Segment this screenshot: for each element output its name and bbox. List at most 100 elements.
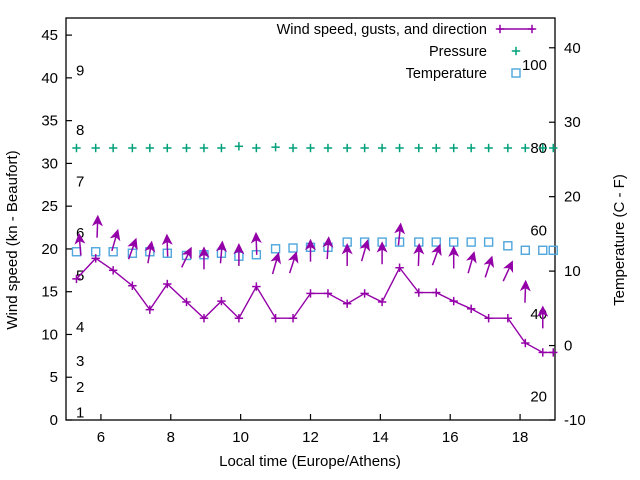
wind-direction-arrow <box>161 233 173 257</box>
wind-direction-arrow <box>215 240 227 264</box>
pressure-point <box>271 142 280 152</box>
wind-speed-point <box>414 288 423 297</box>
temperature-point <box>520 245 531 255</box>
beaufort-label: 6 <box>76 225 84 242</box>
wind-speed-point <box>108 266 118 275</box>
wind-speed-point <box>91 254 100 263</box>
right-tick-label: 40 <box>564 40 581 57</box>
temperature-point <box>503 241 513 251</box>
pressure-point <box>128 143 137 153</box>
wind-direction-arrow <box>448 245 460 269</box>
left-tick-label: 30 <box>41 155 58 172</box>
bottom-tick-label: 8 <box>167 429 175 446</box>
pressure-point <box>234 142 244 151</box>
wind-direction-arrow <box>250 231 262 255</box>
right-tick-label: -10 <box>564 412 586 429</box>
wind-speed-point <box>342 299 352 308</box>
beaufort-label: 7 <box>76 174 84 191</box>
wind-speed-point <box>449 296 458 306</box>
pressure-point <box>145 143 155 153</box>
left-tick-label: 10 <box>41 326 58 343</box>
bottom-axis-title: Local time (Europe/Athens) <box>219 453 401 470</box>
wind-speed-point <box>395 263 404 272</box>
temperature-point <box>288 243 298 253</box>
wind-speed-point <box>234 314 244 323</box>
pressure-point <box>503 143 513 153</box>
wind-speed-point <box>199 314 209 323</box>
wind-direction-arrow <box>270 252 282 275</box>
wind-speed-point <box>521 338 530 348</box>
wind-direction-arrow <box>537 305 549 329</box>
wind-speed-point <box>466 304 476 314</box>
right-tick-label: 30 <box>564 114 581 131</box>
pressure-point <box>484 143 493 153</box>
wind-direction-arrow <box>483 255 495 278</box>
right-axis-ticks: -10 0 10 20 30 40 <box>549 40 586 429</box>
beaufort-label: 2 <box>76 379 84 396</box>
left-tick-label: 20 <box>41 241 58 258</box>
bottom-tick-label: 18 <box>512 429 529 446</box>
temperature-point <box>431 237 441 247</box>
wind-speed-point <box>538 348 547 357</box>
pressure-point <box>199 143 209 153</box>
fahrenheit-label: 60 <box>530 222 547 239</box>
beaufort-label: 3 <box>76 353 84 370</box>
legend-square-sample <box>511 68 521 78</box>
wind-direction-arrow <box>91 214 103 238</box>
pressure-point <box>377 143 387 153</box>
pressure-point <box>521 143 530 153</box>
right-tick-label: 0 <box>564 338 572 355</box>
wind-direction-arrow <box>322 236 334 260</box>
wind-direction-arrow <box>466 251 477 274</box>
pressure-point <box>91 143 100 153</box>
wind-speed-point <box>128 281 137 290</box>
temperature-point <box>483 237 494 247</box>
pressure-point <box>323 143 333 153</box>
pressure-point <box>108 143 118 153</box>
bottom-tick-label: 10 <box>232 429 249 446</box>
pressure-point <box>466 143 476 153</box>
wind-direction-arrow <box>181 246 192 268</box>
pressure-point <box>538 143 547 153</box>
wind-speed-point <box>288 314 298 323</box>
beaufort-label: 5 <box>76 268 84 285</box>
left-tick-label: 0 <box>50 412 58 429</box>
wind-speed-point <box>217 296 226 306</box>
pressure-point <box>342 143 352 153</box>
left-tick-label: 40 <box>41 70 58 87</box>
legend-plus-sample <box>511 46 521 56</box>
wind-speed-point <box>484 314 493 323</box>
series-pressure <box>72 142 558 153</box>
wind-direction-arrow <box>144 240 156 264</box>
wind-speed-point <box>72 274 81 284</box>
pressure-point <box>306 143 315 153</box>
bottom-tick-label: 16 <box>442 429 459 446</box>
beaufort-label: 8 <box>76 122 84 139</box>
wind-speed-point <box>145 305 155 314</box>
wind-direction-arrow <box>74 232 86 256</box>
pressure-point <box>549 143 558 153</box>
pressure-point <box>182 143 191 153</box>
pressure-point <box>432 143 441 153</box>
pressure-point <box>449 143 458 153</box>
bottom-axis-ticks: 6 8 10 12 14 16 18 <box>97 414 529 446</box>
beaufort-label: 4 <box>76 319 84 336</box>
wind-speed-point <box>432 288 441 297</box>
wind-direction-arrow <box>304 238 317 262</box>
pressure-point <box>72 143 81 153</box>
left-axis-ticks: 0 5 10 15 20 25 30 35 40 45 <box>41 27 72 429</box>
left-tick-label: 35 <box>41 113 58 130</box>
fahrenheit-label: 100 <box>522 57 547 74</box>
pressure-point <box>395 143 404 153</box>
pressure-point <box>360 143 369 153</box>
beaufort-scale-labels: 1 2 3 4 5 6 7 8 9 <box>76 62 84 421</box>
series-wind-speed <box>72 254 558 357</box>
bottom-tick-label: 14 <box>372 429 389 446</box>
chart-legend: Wind speed, gusts, and direction Pressure… <box>277 22 537 82</box>
wind-direction-arrow <box>502 260 514 282</box>
right-axis-title: Temperature (C - F) <box>611 174 628 306</box>
wind-direction-arrow <box>127 237 138 260</box>
